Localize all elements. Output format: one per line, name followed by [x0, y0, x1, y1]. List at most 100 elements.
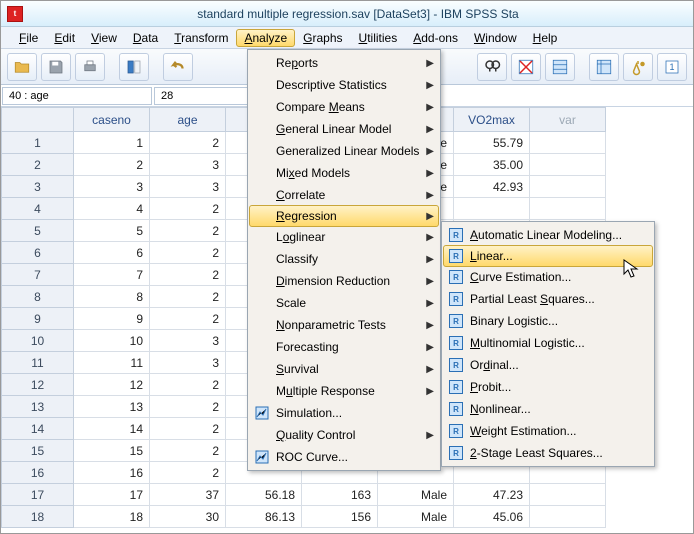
menu-file[interactable]: File — [11, 29, 46, 47]
menu-item-scale[interactable]: Scale▶ — [250, 292, 438, 314]
menu-item-simulation[interactable]: Simulation... — [250, 402, 438, 424]
data-cell[interactable]: 18 — [74, 506, 150, 528]
menu-item-compare-means[interactable]: Compare Means▶ — [250, 96, 438, 118]
menu-item-correlate[interactable]: Correlate▶ — [250, 184, 438, 206]
data-cell[interactable]: 13 — [74, 396, 150, 418]
data-cell[interactable]: 14 — [74, 418, 150, 440]
data-cell[interactable]: 2 — [150, 396, 226, 418]
data-cell[interactable]: 17 — [74, 484, 150, 506]
data-cell[interactable]: 35.00 — [454, 154, 530, 176]
insert-chart-button[interactable] — [511, 53, 541, 81]
data-cell[interactable]: 163 — [302, 484, 378, 506]
row-header[interactable]: 14 — [2, 418, 74, 440]
open-button[interactable] — [7, 53, 37, 81]
row-header[interactable]: 4 — [2, 198, 74, 220]
menu-item-automatic-linear-modeling[interactable]: RAutomatic Linear Modeling... — [444, 224, 652, 246]
menu-item-quality-control[interactable]: Quality Control▶ — [250, 424, 438, 446]
menu-item-nonparametric-tests[interactable]: Nonparametric Tests▶ — [250, 314, 438, 336]
data-cell[interactable]: 2 — [150, 440, 226, 462]
menu-item-loglinear[interactable]: Loglinear▶ — [250, 226, 438, 248]
menu-item-multiple-response[interactable]: Multiple Response▶ — [250, 380, 438, 402]
data-cell[interactable]: 45.06 — [454, 506, 530, 528]
menu-item-classify[interactable]: Classify▶ — [250, 248, 438, 270]
row-header[interactable]: 17 — [2, 484, 74, 506]
data-cell[interactable]: 37 — [150, 484, 226, 506]
data-cell[interactable] — [530, 506, 606, 528]
run-button[interactable] — [589, 53, 619, 81]
data-cell[interactable]: 2 — [74, 154, 150, 176]
data-cell[interactable]: 3 — [150, 330, 226, 352]
row-header[interactable]: 18 — [2, 506, 74, 528]
column-header[interactable]: var — [530, 108, 606, 132]
data-cell[interactable] — [530, 198, 606, 220]
cell-name-box[interactable]: 40 : age — [2, 87, 152, 105]
menu-view[interactable]: View — [83, 29, 125, 47]
menu-item-nonlinear[interactable]: RNonlinear... — [444, 398, 652, 420]
data-cell[interactable]: 2 — [150, 132, 226, 154]
data-cell[interactable]: 56.18 — [226, 484, 302, 506]
menu-utilities[interactable]: Utilities — [351, 29, 406, 47]
data-cell[interactable]: 6 — [74, 242, 150, 264]
data-cell[interactable]: 42.93 — [454, 176, 530, 198]
data-cell[interactable]: 2 — [150, 220, 226, 242]
menu-item-partial-least-squares[interactable]: RPartial Least Squares... — [444, 288, 652, 310]
data-cell[interactable]: 10 — [74, 330, 150, 352]
menu-window[interactable]: Window — [466, 29, 525, 47]
menu-transform[interactable]: Transform — [166, 29, 236, 47]
column-header[interactable]: VO2max — [454, 108, 530, 132]
menu-item-roc-curve[interactable]: ROC Curve... — [250, 446, 438, 468]
data-cell[interactable]: 2 — [150, 374, 226, 396]
row-header[interactable]: 12 — [2, 374, 74, 396]
data-cell[interactable]: 2 — [150, 418, 226, 440]
row-header[interactable]: 16 — [2, 462, 74, 484]
menu-analyze[interactable]: Analyze — [236, 29, 295, 47]
menu-item-curve-estimation[interactable]: RCurve Estimation... — [444, 266, 652, 288]
row-header[interactable]: 13 — [2, 396, 74, 418]
data-cell[interactable] — [530, 132, 606, 154]
data-cell[interactable] — [454, 198, 530, 220]
data-cell[interactable] — [530, 154, 606, 176]
find-button[interactable] — [477, 53, 507, 81]
save-button[interactable] — [41, 53, 71, 81]
menu-item-dimension-reduction[interactable]: Dimension Reduction▶ — [250, 270, 438, 292]
regression-submenu[interactable]: RAutomatic Linear Modeling...RLinear...R… — [441, 221, 655, 467]
data-cell[interactable]: 2 — [150, 462, 226, 484]
data-cell[interactable]: 3 — [150, 154, 226, 176]
menu-item-descriptive-statistics[interactable]: Descriptive Statistics▶ — [250, 74, 438, 96]
data-cell[interactable]: 3 — [150, 176, 226, 198]
row-header[interactable]: 7 — [2, 264, 74, 286]
data-cell[interactable] — [530, 176, 606, 198]
data-cell[interactable]: 9 — [74, 308, 150, 330]
data-cell[interactable]: 55.79 — [454, 132, 530, 154]
data-cell[interactable]: 5 — [74, 220, 150, 242]
row-header[interactable]: 11 — [2, 352, 74, 374]
data-cell[interactable]: 2 — [150, 286, 226, 308]
data-cell[interactable]: Male — [378, 484, 454, 506]
menu-item-general-linear-model[interactable]: General Linear Model▶ — [250, 118, 438, 140]
menu-item-multinomial-logistic[interactable]: RMultinomial Logistic... — [444, 332, 652, 354]
menu-item-binary-logistic[interactable]: RBinary Logistic... — [444, 310, 652, 332]
undo-button[interactable] — [163, 53, 193, 81]
menu-item-forecasting[interactable]: Forecasting▶ — [250, 336, 438, 358]
analyze-menu[interactable]: Reports▶Descriptive Statistics▶Compare M… — [247, 49, 441, 471]
row-header[interactable]: 5 — [2, 220, 74, 242]
data-cell[interactable]: 16 — [74, 462, 150, 484]
data-cell[interactable] — [530, 484, 606, 506]
data-cell[interactable]: Male — [378, 506, 454, 528]
data-cell[interactable]: 8 — [74, 286, 150, 308]
menu-data[interactable]: Data — [125, 29, 166, 47]
row-header[interactable]: 8 — [2, 286, 74, 308]
row-header[interactable]: 3 — [2, 176, 74, 198]
data-cell[interactable]: 156 — [302, 506, 378, 528]
row-header[interactable]: 9 — [2, 308, 74, 330]
value-labels-button[interactable]: 1 — [657, 53, 687, 81]
menu-add-ons[interactable]: Add-ons — [405, 29, 466, 47]
data-cell[interactable]: 1 — [74, 132, 150, 154]
menu-edit[interactable]: Edit — [46, 29, 83, 47]
menu-item-linear[interactable]: RLinear... — [443, 245, 653, 267]
print-button[interactable] — [75, 53, 105, 81]
menu-item-2-stage-least-squares[interactable]: R2-Stage Least Squares... — [444, 442, 652, 464]
weight-button[interactable] — [623, 53, 653, 81]
column-header[interactable]: age — [150, 108, 226, 132]
data-cell[interactable]: 15 — [74, 440, 150, 462]
